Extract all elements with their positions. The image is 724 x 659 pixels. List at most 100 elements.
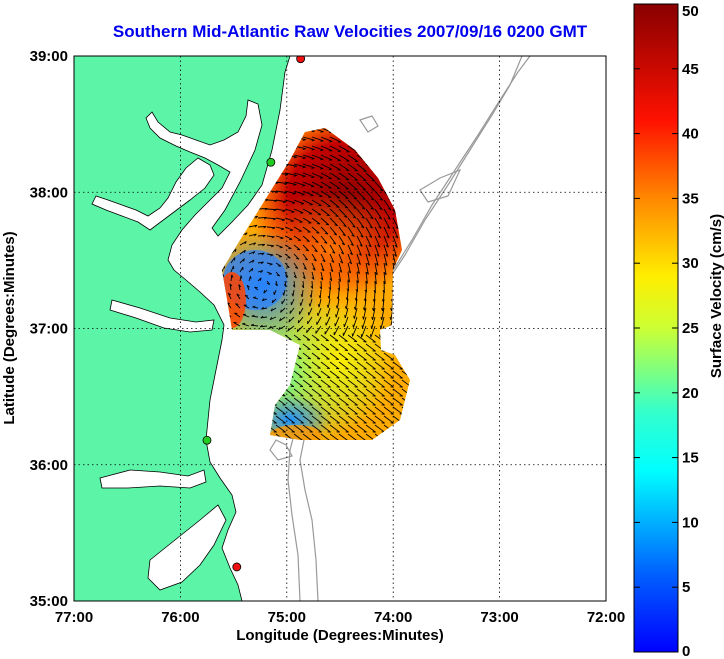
arrow-head [319,286,322,290]
velocity-arrow [338,253,344,264]
velocity-arrow [311,397,322,406]
velocity-arrow [329,262,334,272]
velocity-arrow [383,388,394,397]
velocity-arrow [365,253,370,266]
arrow-head [293,275,297,279]
arrow-head [312,268,316,271]
velocity-arrow [324,325,331,335]
arrow-head [304,258,308,261]
arrow-head [299,302,302,306]
arrow-head [302,175,306,178]
velocity-arrow [345,298,349,310]
velocity-arrow [320,388,331,397]
arrow-head [283,283,287,287]
arrow-head [301,194,305,196]
velocity-arrow [361,325,367,338]
velocity-arrow [383,253,388,266]
velocity-arrow [383,235,389,248]
arrow-head [341,243,345,246]
velocity-arrow [251,315,259,318]
velocity-arrow [242,323,250,327]
velocity-arrow [302,172,315,178]
arrow-head [284,174,289,177]
velocity-arrow [239,258,245,264]
velocity-arrow [374,415,385,424]
velocity-arrow [338,208,348,218]
velocity-arrow [302,199,313,206]
arrow-head [250,323,255,326]
arrow-head [336,206,340,208]
velocity-arrow [302,280,305,288]
velocity-arrow [383,271,386,284]
velocity-arrow [365,244,371,257]
velocity-arrow [338,235,346,246]
velocity-arrow [365,217,373,229]
velocity-arrow [337,289,340,300]
velocity-arrow [371,316,376,329]
velocity-arrow [300,298,304,306]
velocity-arrow [320,361,331,369]
arrow-head [255,215,258,219]
arrow-head [274,200,278,203]
velocity-arrow [338,406,349,415]
velocity-arrow [338,424,349,433]
arrow-head [294,266,299,269]
arrow-head [332,242,337,245]
arrow-head [236,293,240,296]
arrow-head [386,235,390,239]
arrow-head [395,226,399,230]
velocity-arrow [356,163,367,172]
colorbar-tick-label: 5 [682,579,690,596]
velocity-arrow [347,181,358,191]
velocity-arrow [374,424,385,433]
velocity-arrow [374,262,378,275]
arrow-head [378,226,382,229]
arrow-head [377,235,381,239]
velocity-arrow [275,208,286,212]
arrow-head [354,188,358,191]
velocity-arrow [392,217,399,229]
velocity-arrow [293,199,304,205]
arrow-head [244,232,248,236]
arrow-head [368,244,372,248]
velocity-arrow [320,154,333,161]
velocity-arrow [257,225,267,228]
arrow-head [261,306,265,310]
velocity-arrow [346,289,349,301]
arrow-head [339,269,342,273]
arrow-head [363,298,366,302]
arrow-head [290,220,294,222]
y-tick-label: 37:00 [30,321,68,338]
velocity-arrow [320,343,330,351]
velocity-arrow [320,181,332,189]
arrow-head [291,211,295,213]
arrow-head [252,251,256,255]
arrow-head [369,226,373,229]
arrow-head [385,244,389,248]
velocity-arrow [320,415,331,424]
velocity-arrow [338,244,345,255]
velocity-arrow [392,379,403,388]
velocity-arrow [266,217,276,220]
arrow-head [229,283,233,287]
arrow-head [340,260,343,264]
arrow-head [377,244,381,248]
velocity-arrow [329,280,331,290]
velocity-arrow [293,190,305,196]
arrow-head [390,307,393,312]
velocity-arrow [320,199,331,207]
arrow-head [235,303,239,305]
velocity-arrow [242,314,250,318]
arrow-head [291,202,296,204]
arrow-head [349,252,353,256]
velocity-arrow [380,316,385,329]
velocity-arrow [311,145,324,151]
velocity-arrow [243,304,250,309]
arrow-head [395,235,399,239]
arrow-head [278,326,281,330]
arrow-head [366,271,369,275]
velocity-arrow [311,379,322,388]
velocity-arrow [320,424,331,433]
velocity-arrow [275,415,286,424]
arrow-head [353,197,357,200]
